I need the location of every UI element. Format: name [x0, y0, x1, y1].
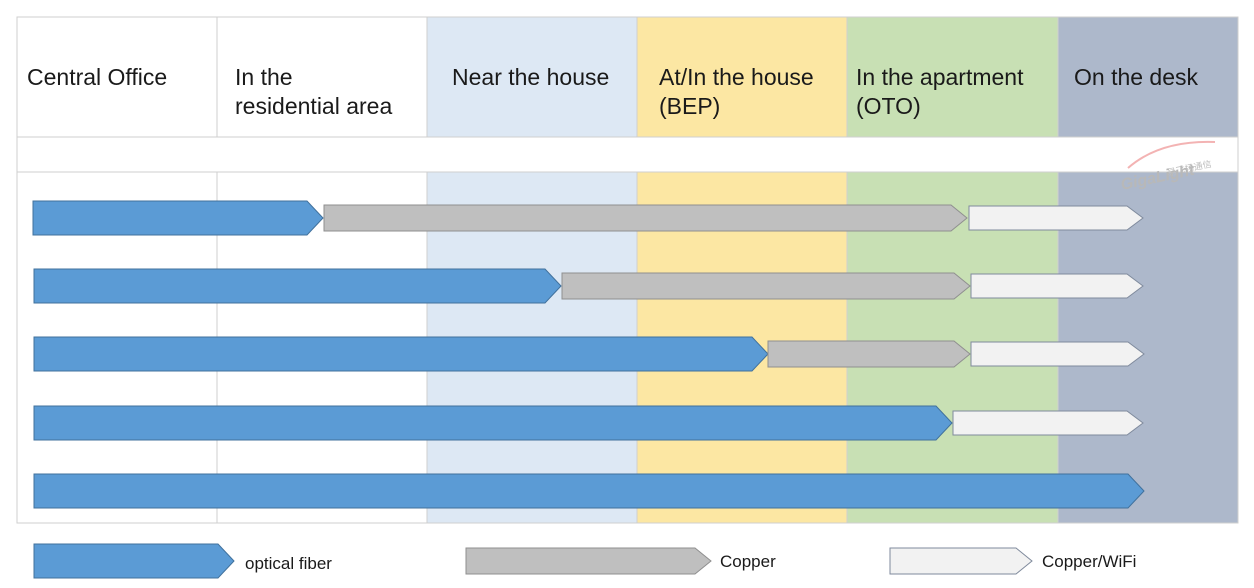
legend: optical fiber Copper Copper/WiFi — [33, 543, 1136, 579]
legend-label: optical fiber — [245, 554, 332, 573]
column-header-text: In the — [235, 64, 293, 90]
watermark-swoosh — [1127, 140, 1216, 169]
wifi-arrow — [970, 341, 1145, 367]
legend-fiber-swatch — [33, 543, 235, 579]
legend-label: Copper/WiFi — [1042, 552, 1136, 571]
connection-row — [33, 336, 1145, 372]
connection-row — [33, 473, 1145, 509]
legend-label: Copper — [720, 552, 776, 571]
column-header-text: At/In the house — [659, 64, 814, 90]
column-header-text: (OTO) — [856, 93, 921, 119]
wifi-arrow — [968, 205, 1144, 231]
column-header-text: (BEP) — [659, 93, 720, 119]
fiber-arrow — [33, 336, 769, 372]
connection-row — [33, 268, 1144, 304]
legend-item-wifi: Copper/WiFi — [889, 547, 1136, 575]
copper-arrow — [767, 340, 971, 368]
column-header-text: residential area — [235, 93, 392, 119]
fiber-arrow — [33, 405, 953, 441]
column-header-text: In the apartment — [856, 64, 1024, 90]
wifi-arrow — [970, 273, 1144, 299]
table-border — [16, 16, 1239, 524]
legend-wifi-swatch — [889, 547, 1033, 575]
legend-item-copper: Copper — [465, 547, 776, 575]
connection-rows — [32, 200, 1145, 509]
header-separator-band — [17, 137, 1238, 172]
legend-item-fiber: optical fiber — [33, 543, 332, 579]
column-background — [1058, 17, 1238, 523]
connection-row — [33, 405, 1144, 441]
column-header-text: Near the house — [452, 64, 609, 90]
fiber-arrow — [32, 200, 324, 236]
fiber-arrow — [33, 268, 562, 304]
legend-copper-swatch — [465, 547, 712, 575]
copper-arrow — [561, 272, 971, 300]
column-header-text: On the desk — [1074, 64, 1199, 90]
wifi-arrow — [952, 410, 1144, 436]
fiber-arrow — [33, 473, 1145, 509]
copper-arrow — [323, 204, 968, 232]
column-headers: Central Office In the residential area Near… — [27, 64, 1199, 119]
connection-row — [32, 200, 1144, 236]
column-header-text: Central Office — [27, 64, 167, 90]
table-grid — [16, 16, 1239, 524]
